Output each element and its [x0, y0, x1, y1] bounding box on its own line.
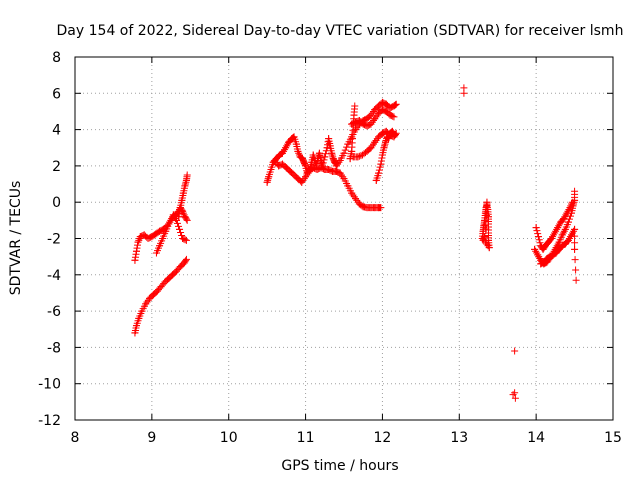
x-tick-label: 11 — [297, 430, 315, 446]
y-tick-label: -12 — [38, 413, 61, 429]
data-point-marker — [511, 394, 519, 402]
y-tick-label: 0 — [52, 195, 61, 211]
y-tick-label: 8 — [52, 50, 61, 66]
data-point-trace — [332, 98, 399, 170]
y-tick-label: -6 — [47, 304, 61, 320]
data-point-trace — [346, 105, 359, 163]
series-seg-a-rising — [152, 204, 191, 257]
series-seg-b-right-dip — [372, 127, 399, 184]
data-point-marker — [460, 89, 468, 97]
series-seg-d-second — [532, 198, 576, 253]
data-point-trace — [478, 198, 493, 252]
y-tick-label: -4 — [47, 268, 61, 284]
x-tick-label: 14 — [527, 430, 545, 446]
grid-layer — [75, 57, 613, 420]
x-tick-label: 13 — [450, 430, 468, 446]
series-seg-b-descent — [332, 167, 385, 212]
data-point-marker — [572, 276, 580, 284]
data-point-trace — [131, 211, 189, 264]
data-points-layer — [131, 84, 580, 402]
data-point-trace — [332, 167, 384, 212]
plot-frame — [74, 56, 614, 421]
data-point-trace — [372, 127, 398, 184]
data-point-trace — [532, 200, 575, 253]
y-tick-label: 2 — [52, 159, 61, 175]
y-tick-label: -8 — [47, 340, 61, 356]
series-seg-d-main — [531, 187, 579, 268]
data-point-trace — [263, 133, 312, 186]
data-point-trace — [305, 135, 340, 174]
data-point-marker — [511, 389, 519, 397]
y-tick-label: -10 — [38, 377, 61, 393]
data-point-trace — [175, 173, 191, 221]
series-seg-a-spike — [175, 171, 191, 221]
y-tick-label: -2 — [47, 232, 61, 248]
x-tick-label: 8 — [71, 430, 80, 446]
y-axis-label: SDTVAR / TECUs — [8, 181, 24, 296]
y-tick-label: 6 — [52, 86, 61, 102]
series-seg-b-spike-left — [346, 102, 359, 163]
axis-layer: 8 9 10 11 12 13 14 15 -12 -10 -8 -6 -4 -2 0 2 4 6 8 — [38, 50, 622, 446]
series-seg-a-upper — [131, 211, 190, 264]
x-tick-label: 9 — [147, 430, 156, 446]
series-seg-b-left — [263, 133, 313, 186]
x-tick-label: 10 — [220, 430, 238, 446]
series-seg-c-isolated — [460, 84, 519, 402]
series-seg-d-lower — [537, 225, 580, 284]
series-seg-a-lower — [131, 255, 190, 337]
x-tick-label: 15 — [604, 430, 622, 446]
y-tick-label: 4 — [52, 123, 61, 139]
series-seg-c-cluster — [478, 198, 493, 252]
data-point-marker — [511, 347, 519, 355]
chart-title: Day 154 of 2022, Sidereal Day-to-day VTE… — [57, 23, 624, 39]
x-tick-label: 12 — [374, 430, 392, 446]
data-point-marker — [568, 198, 576, 206]
data-point-marker — [509, 391, 517, 399]
data-point-trace — [537, 225, 580, 274]
series-seg-b-wiggle — [305, 135, 340, 174]
data-point-trace — [152, 204, 190, 257]
data-point-trace — [131, 257, 190, 337]
x-axis-label: GPS time / hours — [281, 458, 398, 474]
